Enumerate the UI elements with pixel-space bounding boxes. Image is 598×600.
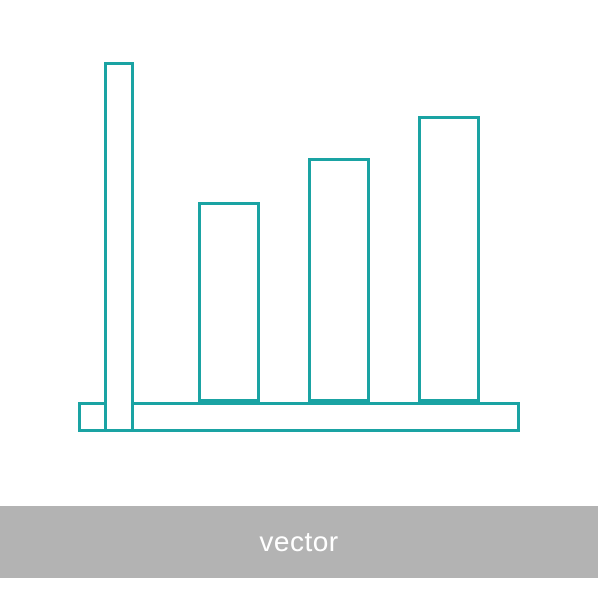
bar-3 [418, 116, 480, 402]
footer-label: vector [259, 526, 338, 558]
bar-2 [308, 158, 370, 402]
bar-1 [198, 202, 260, 402]
x-axis [78, 402, 520, 432]
footer-banner: vector [0, 506, 598, 578]
canvas: vector [0, 0, 598, 600]
y-axis [104, 62, 134, 432]
